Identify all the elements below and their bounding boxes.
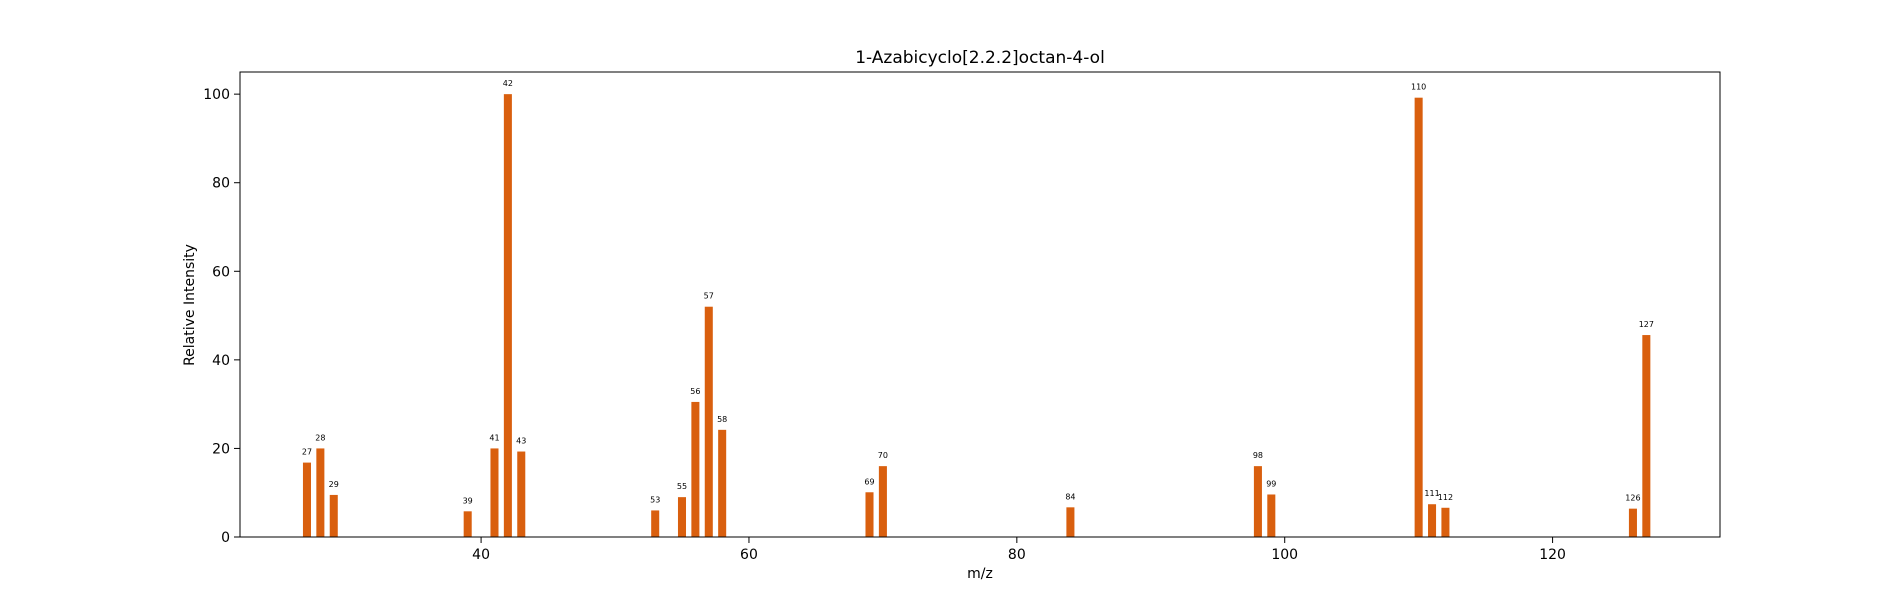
bar-mz-127 xyxy=(1642,335,1651,537)
bar-label-28: 28 xyxy=(315,433,325,442)
bar-mz-43 xyxy=(517,451,526,537)
x-axis: 40 60 80 100 120 xyxy=(472,537,1566,563)
bar-label-55: 55 xyxy=(677,482,687,491)
bar-label-29: 29 xyxy=(329,480,339,489)
bar-mz-111 xyxy=(1428,504,1437,537)
bar-label-53: 53 xyxy=(650,495,660,504)
bar-mz-99 xyxy=(1267,494,1276,537)
bar-mz-58 xyxy=(718,429,727,537)
bar-mz-41 xyxy=(490,448,499,537)
y-axis: 0 20 40 60 80 100 xyxy=(203,87,240,546)
y-tick-label-60: 60 xyxy=(212,264,230,280)
x-axis-label: m/z xyxy=(967,566,993,582)
bar-mz-110 xyxy=(1414,97,1423,537)
bar-mz-29 xyxy=(329,494,338,537)
x-tick-label-120: 120 xyxy=(1539,547,1566,563)
bar-mz-56 xyxy=(691,401,700,537)
y-axis-label: Relative Intensity xyxy=(182,244,198,366)
bar-label-57: 57 xyxy=(704,292,714,301)
bar-mz-28 xyxy=(316,448,325,537)
bar-label-112: 112 xyxy=(1438,493,1453,502)
y-tick-label-80: 80 xyxy=(212,176,230,192)
bar-label-126: 126 xyxy=(1625,494,1640,503)
y-tick-label-100: 100 xyxy=(203,87,230,103)
bar-mz-70 xyxy=(878,466,887,537)
bar-mz-126 xyxy=(1628,508,1637,537)
bar-label-39: 39 xyxy=(463,496,473,505)
bar-mz-69 xyxy=(865,492,874,537)
bar-label-56: 56 xyxy=(690,387,700,396)
bar-label-41: 41 xyxy=(489,433,499,442)
bar-mz-112 xyxy=(1441,507,1450,537)
bar-mz-84 xyxy=(1066,507,1075,537)
bars-layer xyxy=(302,94,1651,538)
bar-label-69: 69 xyxy=(864,477,874,486)
bar-label-99: 99 xyxy=(1266,479,1276,488)
bar-label-84: 84 xyxy=(1065,492,1075,501)
x-tick-label-40: 40 xyxy=(472,547,490,563)
bar-label-111: 111 xyxy=(1424,489,1439,498)
bar-mz-39 xyxy=(463,511,472,537)
chart-title: 1-Azabicyclo[2.2.2]octan-4-ol xyxy=(855,48,1105,68)
bar-mz-55 xyxy=(677,497,687,537)
bar-mz-42 xyxy=(503,94,512,538)
bar-label-42: 42 xyxy=(503,79,513,88)
y-tick-label-20: 20 xyxy=(212,441,230,457)
x-tick-label-80: 80 xyxy=(1008,547,1026,563)
plot-frame xyxy=(239,71,1721,538)
bar-label-110: 110 xyxy=(1411,83,1426,92)
bar-label-70: 70 xyxy=(878,451,888,460)
bar-mz-57 xyxy=(704,306,713,537)
y-tick-label-0: 0 xyxy=(221,530,230,546)
x-tick-label-60: 60 xyxy=(740,547,758,563)
bar-mz-53 xyxy=(651,510,660,537)
bar-label-43: 43 xyxy=(516,437,526,446)
bar-mz-27 xyxy=(302,462,311,537)
x-tick-label-100: 100 xyxy=(1271,547,1298,563)
bar-label-127: 127 xyxy=(1639,320,1654,329)
bar-label-27: 27 xyxy=(302,448,312,457)
y-tick-label-40: 40 xyxy=(212,353,230,369)
bar-mz-98 xyxy=(1253,466,1262,537)
bar-label-58: 58 xyxy=(717,415,727,424)
bar-label-98: 98 xyxy=(1253,451,1263,460)
